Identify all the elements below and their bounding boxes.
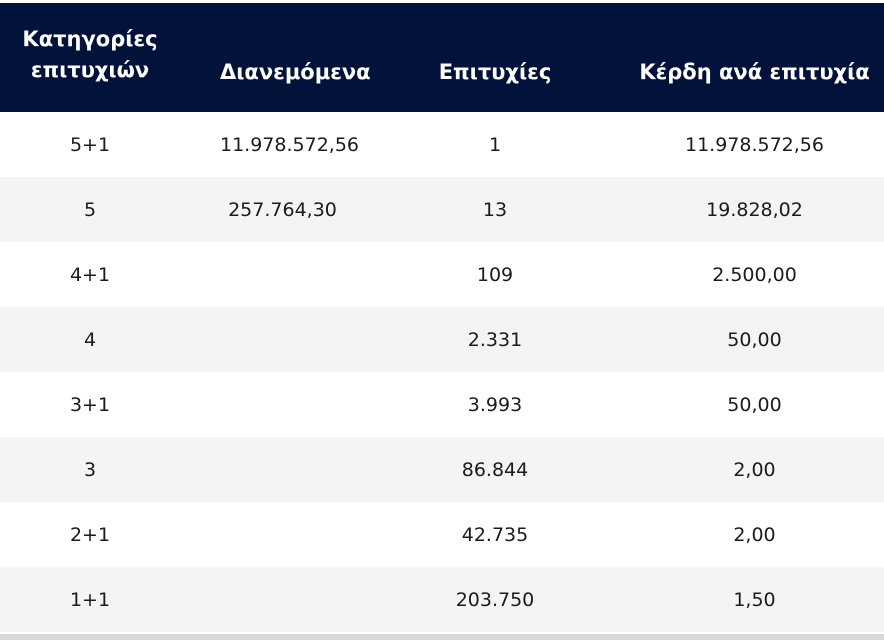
- cell-winners: 42.735: [461, 523, 529, 546]
- cell-winners: 13: [482, 198, 508, 221]
- cell-distributed: [220, 502, 375, 567]
- header-prize-per-winner: Κέρδη ανά επιτυχία: [639, 60, 870, 84]
- cell-prize: 11.978.572,56: [684, 133, 824, 156]
- cell-distributed: [220, 437, 375, 502]
- table-row: 5+1 11.978.572,56 1 11.978.572,56: [0, 112, 884, 177]
- cell-category: 4+1: [69, 263, 111, 286]
- cell-distributed: 11.978.572,56: [220, 133, 360, 156]
- table-body: 5+1 11.978.572,56 1 11.978.572,56 5 257.764,3…: [0, 112, 884, 632]
- prize-breakdown-table: Κατηγορίες επιτυχιών Διανεμόμενα Επιτυχί…: [0, 3, 884, 632]
- cell-prize: 2.500,00: [712, 263, 797, 286]
- cell-winners: 109: [476, 263, 514, 286]
- header-category: Κατηγορίες επιτυχιών: [22, 26, 158, 82]
- cell-distributed: [220, 372, 375, 437]
- cell-category: 2+1: [69, 523, 111, 546]
- table-header: Κατηγορίες επιτυχιών Διανεμόμενα Επιτυχί…: [0, 3, 884, 112]
- cell-category: 4: [83, 328, 97, 351]
- table-row: 4 2.331 50,00: [0, 307, 884, 372]
- table-row: 5 257.764,30 13 19.828,02: [0, 177, 884, 242]
- cell-prize: 50,00: [727, 393, 782, 416]
- cell-winners: 86.844: [461, 458, 529, 481]
- table-row: 4+1 109 2.500,00: [0, 242, 884, 307]
- table-row: 2+1 42.735 2,00: [0, 502, 884, 567]
- table-row: 3+1 3.993 50,00: [0, 372, 884, 437]
- cell-prize: 2,00: [733, 458, 776, 481]
- results-table-container: Κατηγορίες επιτυχιών Διανεμόμενα Επιτυχί…: [0, 3, 884, 632]
- cell-prize: 1,50: [733, 588, 776, 611]
- cell-winners: 2.331: [467, 328, 523, 351]
- header-row: Κατηγορίες επιτυχιών Διανεμόμενα Επιτυχί…: [0, 3, 884, 112]
- cell-category: 5: [83, 198, 97, 221]
- cell-category: 1+1: [69, 588, 111, 611]
- cell-distributed: [220, 307, 375, 372]
- table-bottom-border: [0, 634, 884, 640]
- cell-category: 3+1: [69, 393, 111, 416]
- table-row: 3 86.844 2,00: [0, 437, 884, 502]
- table-row: 1+1 203.750 1,50: [0, 567, 884, 632]
- cell-winners: 1: [488, 133, 502, 156]
- cell-category: 3: [83, 458, 97, 481]
- header-distributed: Διανεμόμενα: [220, 60, 371, 84]
- cell-distributed: [220, 567, 375, 632]
- cell-prize: 19.828,02: [706, 198, 803, 221]
- cell-prize: 50,00: [727, 328, 782, 351]
- cell-distributed: 257.764,30: [228, 198, 337, 221]
- cell-distributed: [220, 242, 375, 307]
- cell-category: 5+1: [69, 133, 111, 156]
- cell-winners: 3.993: [467, 393, 523, 416]
- cell-prize: 2,00: [733, 523, 776, 546]
- header-winners: Επιτυχίες: [438, 60, 552, 84]
- cell-winners: 203.750: [455, 588, 535, 611]
